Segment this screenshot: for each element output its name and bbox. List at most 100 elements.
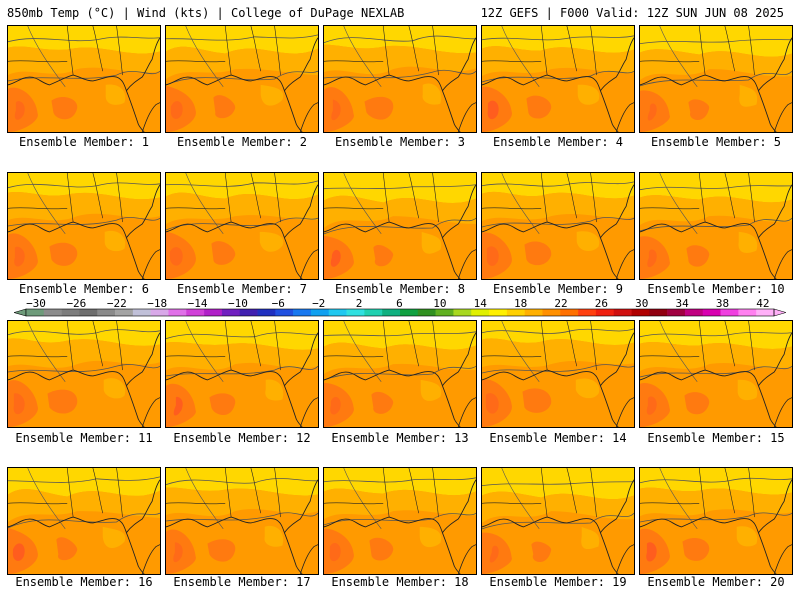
colorbar-swatch [417,309,436,316]
ensemble-member-label: Ensemble Member: 4 [492,135,624,149]
colorbar-swatch [649,309,668,316]
ensemble-member-label: Ensemble Member: 10 [647,282,785,296]
colorbar-high-arrow [773,308,786,317]
ensemble-member-map [165,172,319,280]
colorbar-tick-label: 26 [595,298,608,310]
ensemble-member-map [7,467,161,575]
colorbar-swatch [257,309,276,316]
ensemble-member-map [7,25,161,133]
ensemble-member-label: Ensemble Member: 6 [18,282,150,296]
colorbar-swatch [471,309,490,316]
ensemble-member-label: Ensemble Member: 15 [647,431,785,445]
colorbar-swatch [506,309,525,316]
ensemble-member-label: Ensemble Member: 13 [331,431,469,445]
colorbar-swatch [346,309,365,316]
ensemble-member-label: Ensemble Member: 14 [489,431,627,445]
ensemble-member-label: Ensemble Member: 19 [489,575,627,589]
colorbar-tick-label: 30 [635,298,648,310]
ensemble-member-map [481,25,635,133]
colorbar-tick-label: 10 [433,298,446,310]
ensemble-member-map [323,320,477,428]
temperature-colorbar: −30 −26 −22 −18 −14 −10 −6 −2 2 6 10 14 18 22 26 30 34 38… [14,298,786,317]
colorbar-swatch [239,309,258,316]
colorbar-swatch [720,309,739,316]
colorbar-swatch [435,309,454,316]
colorbar-swatch [667,309,686,316]
colorbar-low-arrow [14,308,27,317]
colorbar-tick-label: 14 [474,298,488,310]
colorbar-swatch [400,309,419,316]
colorbar-swatch [221,309,241,316]
colorbar-swatch [453,309,472,316]
colorbar-tick-label: −6 [272,298,285,310]
colorbar-swatch [364,309,383,316]
ensemble-member-label: Ensemble Member: 11 [15,431,153,445]
colorbar-tick-label: 42 [756,298,769,310]
colorbar-swatch [168,309,187,316]
colorbar-swatch [489,309,508,316]
colorbar-swatch [756,309,775,316]
colorbar-tick-label: −14 [188,298,208,310]
colorbar-swatch [578,309,597,316]
colorbar-swatch [310,309,330,316]
colorbar-swatch [738,309,757,316]
ensemble-member-label: Ensemble Member: 2 [176,135,308,149]
ensemble-member-map [165,467,319,575]
ensemble-member-map [639,467,793,575]
ensemble-member-map [639,172,793,280]
ensemble-member-label: Ensemble Member: 16 [15,575,153,589]
ensemble-member-map [323,467,477,575]
colorbar-swatch [293,309,312,316]
ensemble-member-map [481,467,635,575]
ensemble-member-label: Ensemble Member: 9 [492,282,624,296]
colorbar-tick-label: 38 [716,298,729,310]
colorbar-tick-label: −22 [107,298,127,310]
ensemble-member-label: Ensemble Member: 5 [650,135,782,149]
colorbar-swatch [382,309,401,316]
ensemble-member-map [165,320,319,428]
colorbar-swatch [186,309,205,316]
colorbar-swatch [132,309,151,316]
colorbar-swatch [542,309,561,316]
colorbar-swatch [595,309,615,316]
colorbar-swatch [275,309,294,316]
ensemble-member-map [7,172,161,280]
ensemble-member-map [481,320,635,428]
colorbar-swatch [43,309,62,316]
ensemble-member-map [7,320,161,428]
ensemble-member-label: Ensemble Member: 3 [334,135,466,149]
colorbar-tick-label: −2 [312,298,325,310]
colorbar-swatch [79,309,98,316]
colorbar-tick-label: 22 [554,298,567,310]
colorbar-swatch [61,309,80,316]
ensemble-member-label: Ensemble Member: 12 [173,431,311,445]
colorbar-tick-label: −26 [66,298,86,310]
map-title: 850mb Temp (°C) | Wind (kts) | College o… [7,6,405,20]
ensemble-member-label: Ensemble Member: 7 [176,282,308,296]
colorbar-tick-label: −18 [147,298,167,310]
ensemble-member-label: Ensemble Member: 8 [334,282,466,296]
colorbar-swatch [684,309,704,316]
ensemble-member-map [481,172,635,280]
ensemble-member-map [323,172,477,280]
ensemble-member-label: Ensemble Member: 20 [647,575,785,589]
colorbar-tick-label: −30 [26,298,46,310]
colorbar-tick-label: 6 [396,298,403,310]
colorbar-swatch [115,309,134,316]
ensemble-member-map [639,320,793,428]
valid-time-title: 12Z GEFS | F000 Valid: 12Z SUN JUN 08 20… [480,6,784,20]
colorbar-swatch [26,309,45,316]
colorbar-swatch [328,309,347,316]
colorbar-swatch [150,309,169,316]
colorbar-tick-label: 34 [676,298,690,310]
ensemble-member-map [165,25,319,133]
ensemble-member-label: Ensemble Member: 18 [331,575,469,589]
ensemble-member-label: Ensemble Member: 17 [173,575,311,589]
colorbar-swatch [631,309,650,316]
ensemble-member-label: Ensemble Member: 1 [18,135,150,149]
colorbar-tick-label: 18 [514,298,527,310]
colorbar-tick-label: 2 [356,298,363,310]
colorbar-swatch [560,309,579,316]
colorbar-swatch [702,309,721,316]
ensemble-member-map [639,25,793,133]
